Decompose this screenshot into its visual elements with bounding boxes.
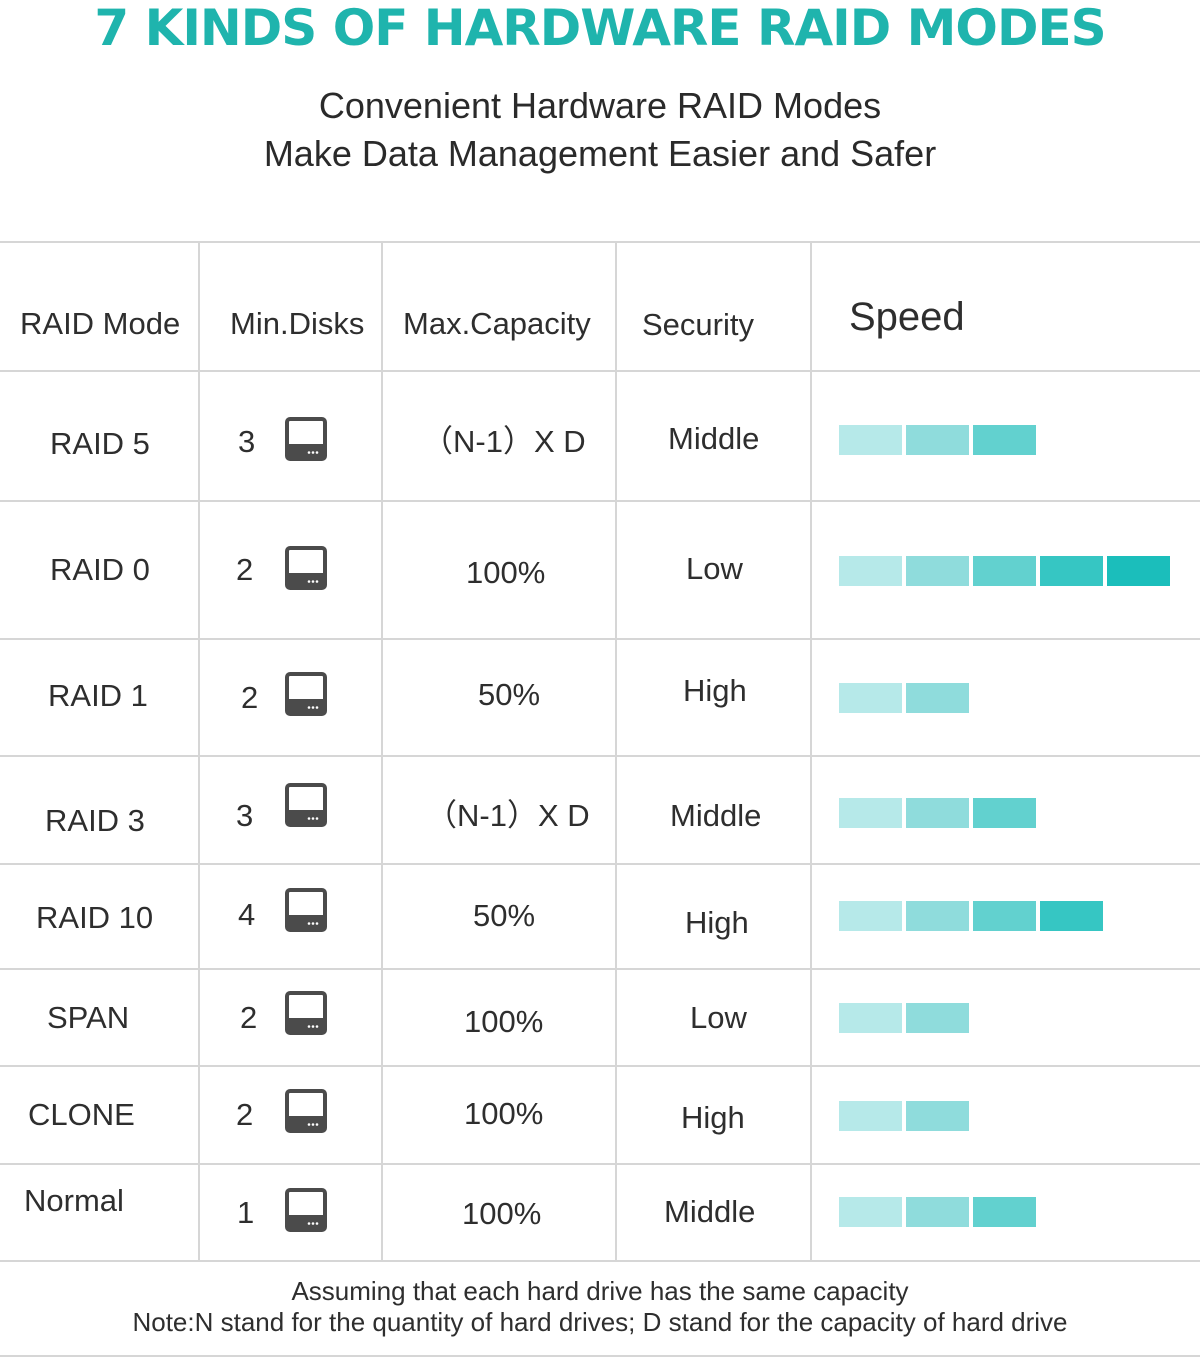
hard-drive-icon xyxy=(284,416,328,462)
speed-bar-segment xyxy=(839,901,902,931)
table-column-divider xyxy=(381,241,383,1260)
security-cell: Middle xyxy=(668,421,760,456)
table-row-divider xyxy=(0,968,1200,970)
hard-drive-icon xyxy=(284,545,328,591)
min-disks-cell: 2 xyxy=(240,1000,258,1035)
table-row-divider xyxy=(0,500,1200,502)
hard-drive-icon xyxy=(284,671,328,717)
hard-drive-icon xyxy=(284,782,328,828)
column-header-speed: Speed xyxy=(849,295,965,339)
speed-bar-segment xyxy=(1040,901,1103,931)
speed-bar-segment xyxy=(1107,556,1170,586)
speed-bar-segment xyxy=(906,1197,969,1227)
speed-bar-segment xyxy=(906,425,969,455)
min-disks-cell: 1 xyxy=(237,1195,255,1230)
speed-bar-segment xyxy=(973,1197,1036,1227)
security-cell: High xyxy=(681,1100,745,1135)
max-capacity-cell: （N-1）X D xyxy=(422,424,586,459)
speed-bar-segment xyxy=(839,425,902,455)
speed-bar-segment xyxy=(906,1101,969,1131)
page-title: 7 KINDS OF HARDWARE RAID MODES xyxy=(94,0,1106,57)
table-row-divider xyxy=(0,370,1200,372)
speed-bar-segment xyxy=(1040,556,1103,586)
hard-drive-icon xyxy=(284,990,328,1036)
column-header-max-capacity: Max.Capacity xyxy=(403,306,591,341)
max-capacity-cell: 100% xyxy=(462,1196,542,1231)
footer-note-line-2: Note:N stand for the quantity of hard dr… xyxy=(132,1307,1068,1337)
speed-bar-segment xyxy=(839,683,902,713)
raid-mode-cell: CLONE xyxy=(28,1097,135,1132)
raid-mode-cell: RAID 3 xyxy=(45,803,145,838)
table-row-divider xyxy=(0,241,1200,243)
min-disks-cell: 3 xyxy=(238,424,256,459)
hard-drive-icon xyxy=(284,1187,328,1233)
table-column-divider xyxy=(615,241,617,1260)
speed-bar-segment xyxy=(839,798,902,828)
column-header-raid-mode: RAID Mode xyxy=(20,306,181,341)
security-cell: High xyxy=(683,673,747,708)
max-capacity-cell: 100% xyxy=(466,555,546,590)
speed-bar-segment xyxy=(906,556,969,586)
speed-bar-segment xyxy=(906,798,969,828)
security-cell: Middle xyxy=(664,1194,756,1229)
table-row-divider xyxy=(0,1260,1200,1262)
raid-mode-cell: SPAN xyxy=(47,1000,130,1035)
table-row-divider xyxy=(0,755,1200,757)
table-column-divider xyxy=(810,241,812,1260)
column-header-security: Security xyxy=(642,307,754,342)
min-disks-cell: 2 xyxy=(236,1097,254,1132)
raid-mode-cell: RAID 10 xyxy=(36,900,154,935)
raid-mode-cell: RAID 1 xyxy=(48,678,148,713)
table-row-divider xyxy=(0,863,1200,865)
subtitle-line-2: Make Data Management Easier and Safer xyxy=(263,133,937,174)
raid-mode-cell: RAID 5 xyxy=(50,426,150,461)
max-capacity-cell: 50% xyxy=(473,898,536,933)
min-disks-cell: 4 xyxy=(238,897,256,932)
min-disks-cell: 2 xyxy=(241,680,259,715)
speed-bar-segment xyxy=(973,425,1036,455)
security-cell: Low xyxy=(690,1000,747,1035)
min-disks-cell: 2 xyxy=(236,552,254,587)
table-row-divider xyxy=(0,1355,1200,1357)
raid-mode-cell: Normal xyxy=(24,1183,124,1218)
security-cell: Middle xyxy=(670,798,762,833)
speed-bar-segment xyxy=(906,1003,969,1033)
min-disks-cell: 3 xyxy=(236,798,254,833)
footer-note-line-1: Assuming that each hard drive has the sa… xyxy=(291,1276,909,1306)
raid-mode-cell: RAID 0 xyxy=(50,552,150,587)
security-cell: High xyxy=(685,905,749,940)
speed-bar-segment xyxy=(973,798,1036,828)
speed-bar-segment xyxy=(906,683,969,713)
max-capacity-cell: （N-1）X D xyxy=(426,798,590,833)
table-row-divider xyxy=(0,638,1200,640)
speed-bar-segment xyxy=(839,556,902,586)
column-header-min-disks: Min.Disks xyxy=(230,306,365,341)
max-capacity-cell: 50% xyxy=(478,677,541,712)
speed-bar-segment xyxy=(906,901,969,931)
max-capacity-cell: 100% xyxy=(464,1096,544,1131)
hard-drive-icon xyxy=(284,887,328,933)
max-capacity-cell: 100% xyxy=(464,1004,544,1039)
speed-bar-segment xyxy=(839,1003,902,1033)
table-row-divider xyxy=(0,1163,1200,1165)
speed-bar-segment xyxy=(973,556,1036,586)
security-cell: Low xyxy=(686,551,743,586)
speed-bar-segment xyxy=(973,901,1036,931)
speed-bar-segment xyxy=(839,1197,902,1227)
speed-bar-segment xyxy=(839,1101,902,1131)
table-row-divider xyxy=(0,1065,1200,1067)
table-column-divider xyxy=(198,241,200,1260)
hard-drive-icon xyxy=(284,1088,328,1134)
subtitle-line-1: Convenient Hardware RAID Modes xyxy=(318,85,882,126)
